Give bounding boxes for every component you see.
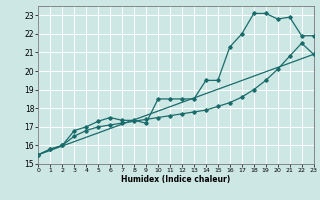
X-axis label: Humidex (Indice chaleur): Humidex (Indice chaleur) <box>121 175 231 184</box>
